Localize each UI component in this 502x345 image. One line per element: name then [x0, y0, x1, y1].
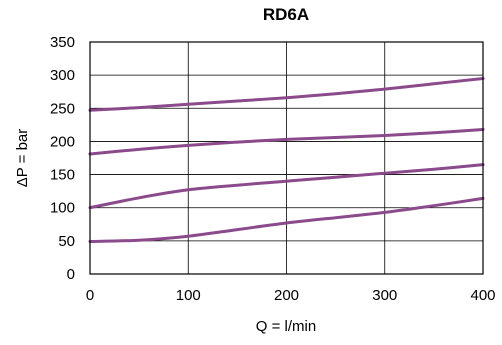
series-line — [88, 196, 485, 243]
grid — [90, 42, 483, 274]
y-tick-label: 350 — [50, 34, 75, 51]
y-tick-label: 0 — [67, 266, 75, 283]
x-tick-labels: 0 100 200 300 400 — [86, 287, 496, 304]
x-tick-label: 0 — [86, 287, 94, 304]
x-tick-label: 300 — [372, 287, 397, 304]
y-tick-label: 150 — [50, 167, 75, 184]
chart-title: RD6A — [263, 5, 309, 24]
x-axis-label: Q = l/min — [256, 318, 316, 335]
y-axis-label: ΔP = bar — [14, 129, 31, 188]
y-tick-label: 100 — [50, 200, 75, 217]
series-line — [88, 77, 485, 112]
x-tick-label: 100 — [176, 287, 201, 304]
y-tick-label: 50 — [58, 233, 75, 250]
x-tick-label: 400 — [470, 287, 495, 304]
x-tick-label: 200 — [274, 287, 299, 304]
plot-frame — [89, 41, 484, 275]
y-tick-labels: 0 50 100 150 200 250 300 350 — [50, 34, 75, 283]
series-line — [88, 163, 485, 210]
y-tick-label: 250 — [50, 100, 75, 117]
y-tick-label: 200 — [50, 133, 75, 150]
series-line — [88, 128, 485, 156]
curves — [88, 77, 485, 243]
y-tick-label: 300 — [50, 67, 75, 84]
